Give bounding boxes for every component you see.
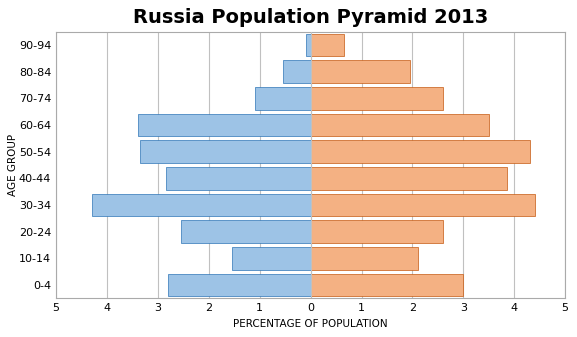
Bar [283,60,310,83]
Bar [166,167,310,190]
Bar [181,220,310,243]
Bar [310,140,530,163]
Bar [140,140,310,163]
Bar [310,167,507,190]
Bar [310,247,418,270]
Bar [254,87,310,110]
Bar [310,274,463,296]
Bar [310,114,489,136]
Bar [310,34,344,56]
Y-axis label: AGE GROUP: AGE GROUP [8,134,18,196]
Bar [232,247,310,270]
Bar [310,220,443,243]
Bar [137,114,310,136]
Bar [92,194,310,216]
Title: Russia Population Pyramid 2013: Russia Population Pyramid 2013 [133,8,488,27]
X-axis label: PERCENTAGE OF POPULATION: PERCENTAGE OF POPULATION [233,319,388,329]
Bar [306,34,310,56]
Bar [310,194,535,216]
Bar [310,87,443,110]
Bar [310,60,410,83]
Bar [168,274,310,296]
